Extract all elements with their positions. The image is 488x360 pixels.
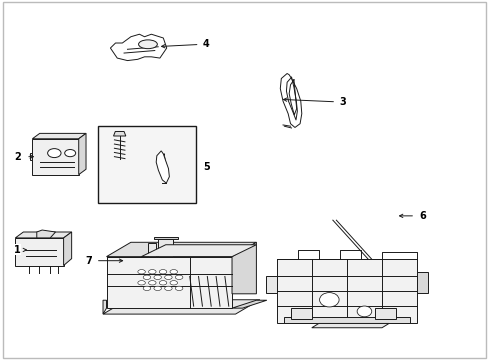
Ellipse shape	[356, 306, 371, 317]
Ellipse shape	[143, 286, 150, 291]
Ellipse shape	[64, 149, 76, 157]
Polygon shape	[276, 259, 416, 323]
Ellipse shape	[138, 270, 145, 274]
Text: 6: 6	[418, 211, 425, 221]
Polygon shape	[158, 239, 173, 257]
Polygon shape	[311, 323, 388, 328]
Polygon shape	[153, 237, 178, 239]
Polygon shape	[231, 242, 256, 294]
Polygon shape	[106, 257, 231, 308]
Polygon shape	[290, 309, 311, 319]
Bar	[98, 126, 195, 203]
Ellipse shape	[175, 275, 183, 279]
Ellipse shape	[143, 275, 150, 279]
Polygon shape	[156, 151, 169, 183]
Ellipse shape	[159, 270, 166, 274]
Text: 1: 1	[14, 245, 20, 255]
Polygon shape	[15, 232, 72, 238]
Ellipse shape	[148, 281, 156, 285]
Ellipse shape	[319, 293, 338, 307]
Ellipse shape	[138, 40, 157, 49]
Polygon shape	[374, 309, 395, 319]
Polygon shape	[265, 276, 276, 293]
Polygon shape	[32, 134, 86, 139]
Polygon shape	[416, 272, 427, 293]
Polygon shape	[37, 230, 56, 238]
Ellipse shape	[154, 286, 161, 291]
Polygon shape	[63, 232, 72, 266]
Ellipse shape	[138, 281, 145, 285]
Ellipse shape	[154, 275, 161, 279]
Polygon shape	[103, 300, 106, 314]
Polygon shape	[30, 153, 32, 160]
Polygon shape	[148, 243, 155, 257]
Ellipse shape	[175, 286, 183, 291]
Text: 5: 5	[203, 162, 209, 172]
Ellipse shape	[159, 281, 166, 285]
Polygon shape	[106, 242, 256, 257]
Ellipse shape	[170, 281, 177, 285]
Ellipse shape	[164, 275, 172, 279]
Polygon shape	[141, 245, 256, 257]
Ellipse shape	[170, 270, 177, 274]
Polygon shape	[280, 73, 301, 127]
Ellipse shape	[148, 270, 156, 274]
Polygon shape	[231, 300, 266, 308]
Text: 3: 3	[339, 97, 346, 107]
Polygon shape	[113, 131, 125, 136]
Polygon shape	[103, 300, 259, 314]
Text: 2: 2	[14, 152, 21, 162]
Text: 4: 4	[203, 40, 209, 49]
Polygon shape	[110, 34, 166, 60]
Polygon shape	[283, 317, 409, 323]
Polygon shape	[32, 139, 79, 175]
Polygon shape	[79, 134, 86, 175]
Polygon shape	[15, 238, 63, 266]
Ellipse shape	[47, 149, 61, 158]
Ellipse shape	[164, 286, 172, 291]
Text: 7: 7	[85, 256, 92, 266]
